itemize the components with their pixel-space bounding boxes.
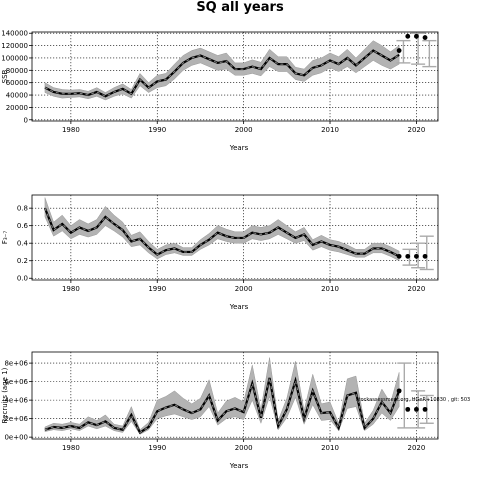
x-axis-label: Years [229, 303, 249, 311]
y-tick-label: 0.4 [17, 240, 29, 248]
projection-point [422, 406, 428, 412]
y-axis-label: SSB [1, 69, 9, 83]
plot-frame [31, 351, 439, 440]
projection-errorbar [411, 32, 426, 65]
estimate-line-dash [44, 377, 400, 434]
projection-point [414, 33, 419, 39]
y-tick-label: 0.6 [17, 222, 29, 230]
y-tick-label: 2e+06 [4, 415, 28, 423]
y-tick-label: 0.2 [17, 257, 28, 265]
estimate-line-dash [44, 49, 400, 97]
projection-point [405, 406, 411, 412]
y-axis-label: F₃₋₇ [1, 231, 9, 245]
y-tick-label: 40000 [6, 92, 28, 100]
y-tick-label: 80000 [6, 67, 28, 75]
x-tick-label: 1990 [148, 285, 166, 293]
y-tick-label: 0 [24, 116, 28, 124]
confidence-band [44, 357, 400, 435]
panel-ssb: 1980 1990 2000 2010 2020 0 20000 40000 60000 8000… [1, 30, 439, 152]
y-tick-label: 6e+06 [4, 378, 28, 386]
x-tick-label: 2000 [235, 444, 253, 452]
y-tick-label: 0.8 [17, 205, 28, 213]
plot-frame [31, 31, 439, 122]
projection-point [422, 35, 428, 40]
projection-errorbar [397, 362, 412, 429]
y-tick-label: 60000 [6, 79, 28, 87]
figure-title: SQ all years [196, 0, 284, 15]
projection-point [414, 406, 419, 412]
projection-point [422, 253, 428, 259]
projection-point [405, 33, 411, 39]
projection-point [396, 48, 402, 53]
projection-point [396, 253, 402, 259]
x-tick-label: 2020 [407, 126, 425, 134]
x-tick-label: 1980 [62, 285, 80, 293]
y-axis-label: Recruits (age 1) [1, 367, 9, 423]
panel-rec: 1980 1990 2000 2010 2020 0e+00 2e+06 4e+06 6e+06… [1, 351, 470, 470]
x-axis-label: Years [229, 462, 249, 470]
x-tick-label: 1980 [62, 444, 80, 452]
x-tick-label: 2000 [235, 126, 253, 134]
x-tick-label: 2000 [235, 285, 253, 293]
projection-errorbar [396, 39, 411, 64]
confidence-band [44, 197, 400, 262]
y-tick-label: 140000 [1, 30, 28, 38]
projection-errorbar [419, 235, 434, 271]
panel-f: 1980 1990 2000 2010 2020 0.0 0.2 0.4 0.6 0.8 Years… [1, 194, 439, 311]
projection-point [414, 253, 419, 259]
estimate-line-dash [44, 207, 400, 257]
plot-frame [31, 194, 439, 281]
x-tick-label: 1990 [148, 444, 166, 452]
y-tick-label: 0.0 [17, 275, 28, 283]
y-tick-label: 8e+06 [4, 360, 28, 368]
x-tick-label: 1990 [148, 126, 166, 134]
y-tick-label: 0e+00 [4, 434, 28, 442]
y-tick-label: 100000 [1, 54, 28, 62]
projection-errorbar [422, 39, 437, 68]
x-tick-label: 2010 [321, 285, 339, 293]
x-tick-label: 2020 [407, 285, 425, 293]
y-tick-label: 120000 [1, 42, 28, 50]
projection-point [396, 388, 402, 394]
x-tick-label: 1980 [62, 126, 80, 134]
projection-point [405, 253, 411, 259]
x-tick-label: 2010 [321, 444, 339, 452]
x-axis-label: Years [229, 144, 249, 152]
y-tick-label: 20000 [6, 104, 28, 112]
x-tick-label: 2020 [407, 444, 425, 452]
y-tick-label: 4e+06 [4, 397, 28, 405]
x-tick-label: 2010 [321, 126, 339, 134]
source-annotation: stockassessment.org, HGeR+10830 , git: 5… [356, 397, 470, 403]
